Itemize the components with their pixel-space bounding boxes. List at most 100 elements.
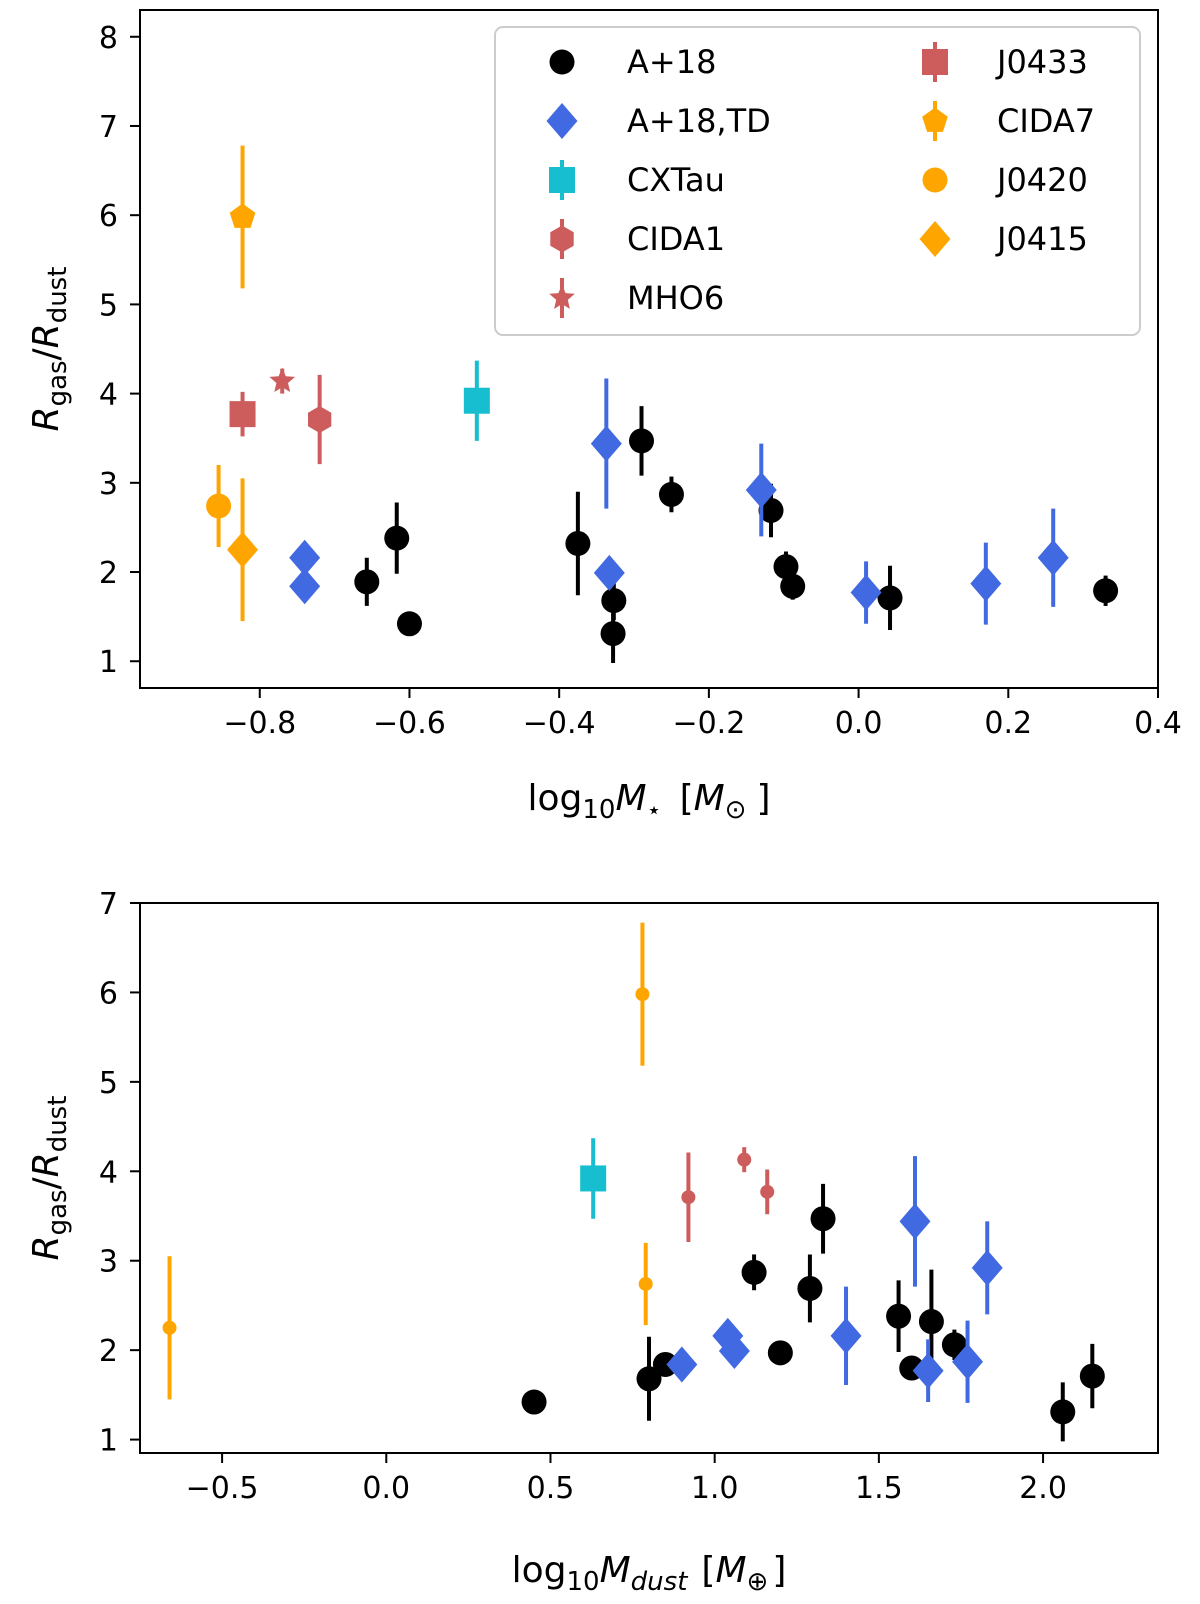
top-xlabel-sub: 10 (582, 795, 615, 825)
point-a-18-td (289, 539, 321, 576)
point-cxtau (580, 1165, 607, 1192)
x-tick-label: 0.5 (527, 1471, 575, 1506)
top-y-ticks: 1 2 3 4 5 6 7 8 (99, 21, 140, 680)
series-cxtau (463, 360, 490, 441)
point-a-18 (384, 525, 410, 551)
x-tick-label: −0.8 (223, 706, 296, 741)
top-ylabel-slash: / (26, 347, 67, 360)
top-ylabel-sub1: gas (43, 360, 73, 406)
series-j0415 (227, 478, 259, 622)
legend-label-j0415: J0415 (995, 220, 1088, 258)
y-tick-label: 5 (99, 1066, 118, 1101)
legend-entry-a-18: A+18 (549, 43, 716, 81)
bot-xlabel-M: M (600, 1550, 631, 1591)
point-a-18-td (971, 1249, 1003, 1286)
legend-label-cxtau: CXTau (627, 161, 725, 199)
series-j0415 (162, 1256, 177, 1400)
bot-ylabel-sub2: dust (43, 1096, 73, 1153)
legend-entry-j0433: J0433 (922, 42, 1088, 82)
legend-label-j0420: J0420 (995, 161, 1088, 199)
legend-marker-cida1 (550, 225, 574, 253)
point-j0415 (162, 1320, 177, 1335)
point-a-18-td (952, 1343, 984, 1380)
point-mho6 (269, 367, 296, 392)
point-a-18 (600, 621, 626, 647)
point-cida7 (229, 203, 256, 228)
point-a-18-td (593, 554, 625, 591)
series-a-18-td (666, 1156, 1003, 1403)
bottom-x-ticks: −0.5 0.0 0.5 1.0 1.5 2.0 (186, 1453, 1067, 1506)
bottom-data-marks (162, 922, 1105, 1442)
point-a-18 (780, 573, 806, 599)
point-a-18 (810, 1206, 836, 1232)
point-a-18 (565, 530, 591, 556)
legend-label-j0433: J0433 (995, 43, 1088, 81)
legend-label-cida1: CIDA1 (627, 220, 725, 258)
point-a-18-td (1037, 539, 1069, 576)
y-tick-label: 6 (99, 976, 118, 1011)
bot-xlabel-unit-sub: ⊕ (747, 1567, 769, 1597)
x-tick-label: 2.0 (1019, 1471, 1067, 1506)
legend-marker-a-18 (549, 49, 575, 75)
point-a-18-td (850, 574, 882, 611)
legend-marker-mho6 (549, 284, 575, 309)
x-tick-label: 1.5 (855, 1471, 903, 1506)
legend-entry-mho6: MHO6 (549, 278, 724, 318)
point-a-18 (767, 1340, 793, 1366)
point-a-18 (758, 497, 784, 523)
bot-xlabel-unit-M: M (715, 1550, 746, 1591)
point-j0415 (227, 531, 259, 568)
point-a-18-td (899, 1203, 931, 1240)
y-tick-label: 5 (99, 288, 118, 323)
x-tick-label: 0.2 (984, 706, 1032, 741)
top-ylabel-sub2: dust (43, 267, 73, 324)
point-a-18 (797, 1275, 823, 1301)
series-cida1 (308, 374, 332, 465)
top-ylabel-R1: R (26, 406, 67, 431)
legend-marker-a-18-td (546, 103, 578, 139)
top-data-marks (206, 145, 1119, 664)
point-a-18 (941, 1332, 967, 1358)
top-xlabel-star: ⋆ (647, 796, 662, 824)
x-tick-label: −0.4 (523, 706, 596, 741)
series-j0433 (760, 1169, 775, 1215)
series-cxtau (580, 1138, 607, 1219)
point-a-18 (1050, 1399, 1076, 1425)
legend-label-a-18: A+18 (627, 43, 716, 81)
point-a-18 (396, 611, 422, 637)
top-xlabel-unit-M: M (694, 778, 725, 819)
point-a-18-td (970, 565, 1002, 602)
bot-xlabel-unit-open: [ (701, 1550, 715, 1591)
point-a-18 (1079, 1363, 1105, 1389)
point-j0433 (760, 1184, 775, 1199)
legend-marker-j0415 (919, 221, 951, 257)
x-tick-label: 0.0 (362, 1471, 410, 1506)
bot-xlabel-unit-close: ] (772, 1550, 786, 1591)
point-a-18 (886, 1303, 912, 1329)
point-mho6 (737, 1152, 752, 1167)
bot-ylabel-sub1: gas (43, 1189, 73, 1235)
point-a-18 (918, 1309, 944, 1335)
point-a-18 (629, 428, 655, 454)
y-tick-label: 1 (99, 1424, 118, 1459)
legend-entry-cida7: CIDA7 (922, 101, 1095, 141)
top-xlabel-M: M (615, 778, 646, 819)
x-tick-label: −0.2 (672, 706, 745, 741)
bottom-x-axis-label: log10Mdust [M⊕] (512, 1550, 787, 1597)
legend-marker-cxtau (549, 167, 575, 193)
y-tick-label: 7 (99, 887, 118, 922)
y-tick-label: 4 (99, 378, 118, 413)
point-a-18 (877, 585, 903, 611)
legend-entry-a-18-td: A+18,TD (546, 102, 771, 140)
top-xlabel-unit-open: [ (680, 778, 694, 819)
point-a-18-td (830, 1317, 862, 1354)
bottom-plot-frame (139, 902, 1159, 1454)
point-cida1 (681, 1190, 696, 1205)
legend-entry-j0420: J0420 (922, 161, 1088, 199)
x-tick-label: 1.0 (691, 1471, 739, 1506)
point-a-18 (658, 481, 684, 507)
point-a-18-td (590, 425, 622, 462)
top-x-axis-label: log10M⋆ [M⊙] (527, 778, 770, 825)
top-xlabel-unit-sub: ⊙ (725, 795, 747, 825)
